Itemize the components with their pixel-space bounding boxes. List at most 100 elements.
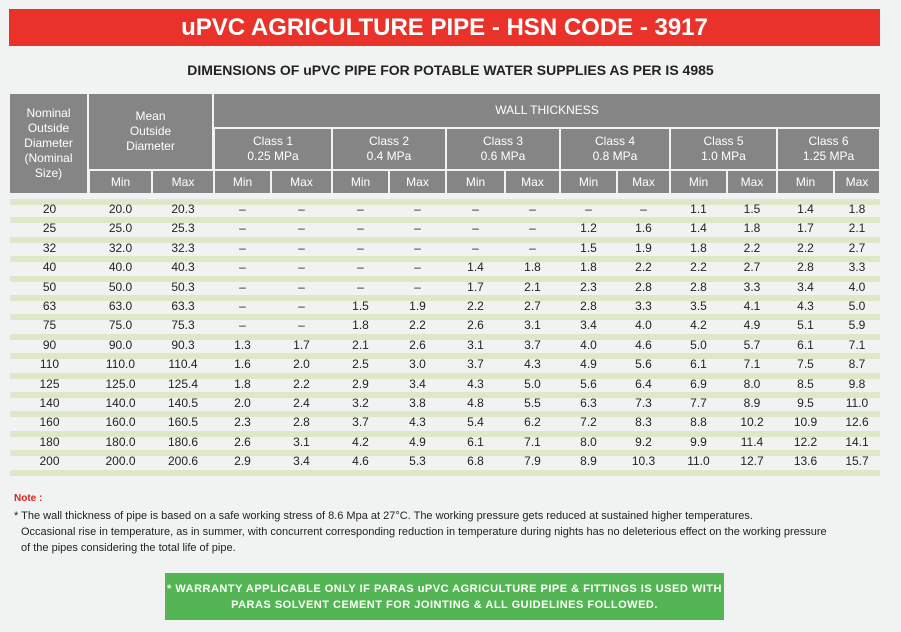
note-line-3: of the pipes considering the total life …	[21, 542, 236, 554]
table-cell: 2.6	[234, 435, 251, 449]
table-cell: 3.7	[467, 357, 484, 371]
table-cell: 6.2	[524, 415, 541, 429]
table-cell: –	[298, 318, 305, 332]
max-header: Max	[153, 171, 213, 193]
row-stripe	[10, 450, 880, 456]
row-stripe	[10, 295, 880, 301]
table-cell: –	[357, 241, 364, 255]
table-cell: –	[529, 221, 536, 235]
table-cell: 2.0	[293, 357, 310, 371]
class-4-header: Class 4 0.8 MPa	[561, 129, 669, 169]
table-cell: 2.8	[635, 280, 652, 294]
nominal-size-cell: 20	[42, 202, 57, 216]
table-cell: 7.3	[635, 396, 652, 410]
table-cell: 2.6	[409, 338, 426, 352]
table-cell: 5.6	[580, 377, 597, 391]
nominal-size-cell: 125	[39, 377, 60, 391]
row-stripe	[10, 217, 880, 223]
class-2-header-text: Class 2 0.4 MPa	[366, 134, 412, 163]
min-header: Min	[447, 171, 504, 193]
table-cell: 1.7	[797, 221, 814, 235]
table-cell: 2.2	[467, 299, 484, 313]
table-cell: 20.0	[108, 202, 133, 216]
table-cell: –	[239, 202, 246, 216]
table-cell: –	[585, 202, 592, 216]
table-cell: 2.2	[690, 260, 707, 274]
table-cell: 8.0	[743, 377, 761, 391]
table-cell: 90.3	[171, 338, 195, 352]
table-cell: –	[414, 280, 421, 294]
min-header: Min	[671, 171, 726, 193]
table-cell: 180.6	[167, 435, 199, 449]
table-cell: 200.0	[105, 454, 136, 468]
table-cell: 2.3	[234, 415, 251, 429]
min-header: Min	[333, 171, 388, 193]
warranty-line-1: * WARRANTY APPLICABLE ONLY IF PARAS uPVC…	[167, 582, 722, 595]
table-cell: –	[239, 299, 246, 313]
page-title: uPVC AGRICULTURE PIPE - HSN CODE - 3917	[9, 9, 880, 46]
row-stripe	[10, 237, 880, 243]
table-cell: 40.3	[171, 260, 195, 274]
table-cell: 1.8	[234, 377, 251, 391]
table-cell: 75.0	[108, 318, 133, 332]
table-cell: 8.8	[690, 415, 707, 429]
table-cell: 63.0	[108, 299, 133, 313]
table-cell: 1.8	[524, 260, 541, 274]
nominal-size-cell: 25	[42, 221, 57, 235]
table-cell: 3.2	[352, 396, 369, 410]
table-cell: 5.9	[848, 318, 866, 332]
class-3-header-text: Class 3 0.6 MPa	[480, 134, 526, 163]
table-cell: 2.9	[234, 454, 251, 468]
nominal-size-header-text: Nominal Outside Diameter (Nominal Size)	[24, 106, 73, 180]
note-text: * The wall thickness of pipe is based on…	[14, 508, 884, 556]
table-cell: 2.1	[352, 338, 369, 352]
table-cell: 3.4	[580, 318, 597, 332]
table-cell: 5.3	[409, 454, 426, 468]
table-cell: 5.0	[524, 377, 541, 391]
table-cell: –	[239, 241, 246, 255]
table-cell: 4.6	[635, 338, 652, 352]
table-cell: 5.0	[690, 338, 707, 352]
table-cell: 3.3	[635, 299, 652, 313]
table-cell: 90.0	[108, 338, 133, 352]
table-cell: 2.8	[690, 280, 707, 294]
table-cell: 125.0	[105, 377, 136, 391]
table-cell: 8.0	[580, 435, 597, 449]
table-cell: –	[472, 202, 479, 216]
row-stripe	[10, 199, 880, 205]
table-cell: 9.2	[635, 435, 652, 449]
table-cell: 10.3	[631, 454, 656, 468]
table-cell: 1.8	[580, 260, 597, 274]
nominal-size-cell: 32	[42, 241, 57, 255]
table-cell: 3.0	[409, 357, 426, 371]
table-cell: 3.1	[467, 338, 484, 352]
table-cell: 4.8	[467, 396, 484, 410]
table-cell: 2.7	[848, 241, 866, 255]
table-cell: 2.1	[524, 280, 541, 294]
table-cell: 8.9	[580, 454, 597, 468]
table-subtitle: DIMENSIONS OF uPVC PIPE FOR POTABLE WATE…	[187, 62, 714, 78]
table-cell: 2.0	[234, 396, 251, 410]
table-cell: 25.3	[171, 221, 195, 235]
class-6-header: Class 6 1.25 MPa	[778, 129, 879, 169]
table-cell: 1.1	[690, 202, 707, 216]
table-cell: 1.9	[409, 299, 426, 313]
min-header: Min	[778, 171, 833, 193]
table-cell: 11.4	[740, 435, 764, 449]
table-cell: 50.3	[171, 280, 195, 294]
table-cell: 1.8	[690, 241, 707, 255]
table-cell: –	[529, 202, 536, 216]
table-cell: 5.7	[743, 338, 761, 352]
table-cell: 1.7	[293, 338, 310, 352]
nominal-size-cell: 110	[39, 357, 60, 371]
note-line-2: Occasional rise in temperature, as in su…	[21, 526, 827, 538]
table-cell: 25.0	[108, 221, 133, 235]
table-cell: 8.9	[743, 396, 761, 410]
nominal-size-cell: 140	[39, 396, 60, 410]
max-header: Max	[390, 171, 445, 193]
min-header: Min	[561, 171, 616, 193]
table-cell: 1.3	[234, 338, 251, 352]
max-header: Max	[272, 171, 331, 193]
row-stripe	[10, 431, 880, 437]
table-cell: 9.9	[690, 435, 707, 449]
